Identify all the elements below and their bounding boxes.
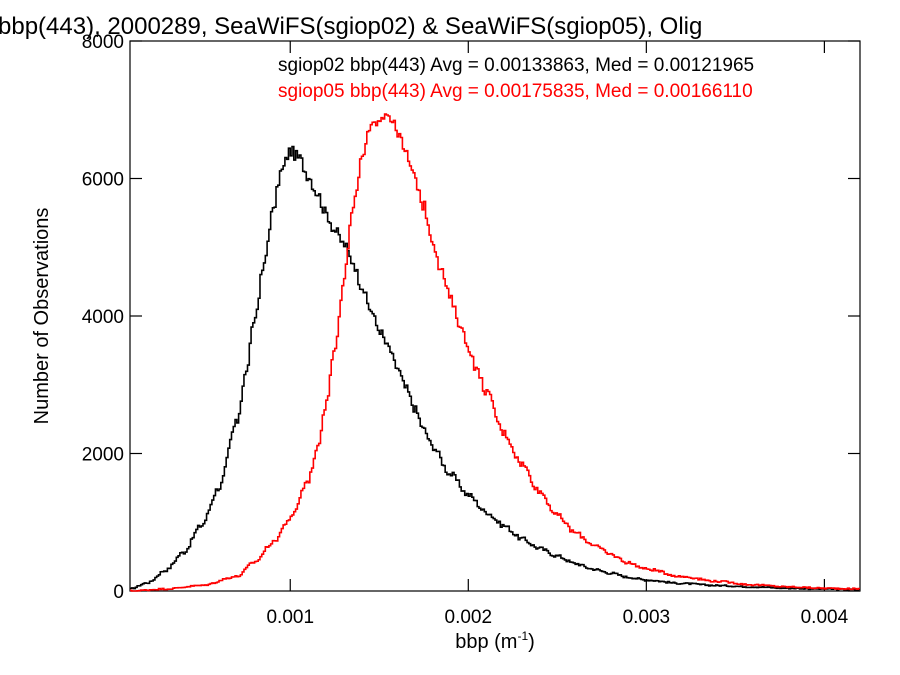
y-tick-label: 6000 <box>82 170 124 191</box>
x-axis-label-superscript: -1 <box>517 629 528 643</box>
x-axis-label-close: ) <box>528 631 535 653</box>
histogram-series-1 <box>130 145 860 591</box>
x-tick-label: 0.003 <box>623 607 671 628</box>
annotation-sgiop02: sgiop02 bbp(443) Avg = 0.00133863, Med =… <box>278 55 754 76</box>
histogram-series-2 <box>130 113 860 592</box>
y-axis-label: Number of Observations <box>31 208 53 425</box>
x-tick-label: 0.004 <box>801 607 849 628</box>
plot-frame <box>129 40 861 592</box>
x-axis-label: bbp (m-1) <box>455 629 535 653</box>
y-tick-label: 0 <box>113 582 124 603</box>
y-axis-ticks: 0 2000 4000 6000 8000 <box>82 32 860 603</box>
series-group <box>130 113 860 592</box>
annotation-sgiop05: sgiop05 bbp(443) Avg = 0.00175835, Med =… <box>278 81 753 102</box>
x-axis-ticks: 0.001 0.002 0.003 0.004 <box>266 41 849 628</box>
y-tick-label: 8000 <box>82 32 124 53</box>
x-tick-label: 0.002 <box>445 607 493 628</box>
y-tick-label: 2000 <box>82 445 124 466</box>
chart-title: bbp(443), 2000289, SeaWiFS(sgiop02) & Se… <box>0 13 702 40</box>
y-tick-label: 4000 <box>82 307 124 328</box>
x-tick-label: 0.001 <box>266 607 314 628</box>
